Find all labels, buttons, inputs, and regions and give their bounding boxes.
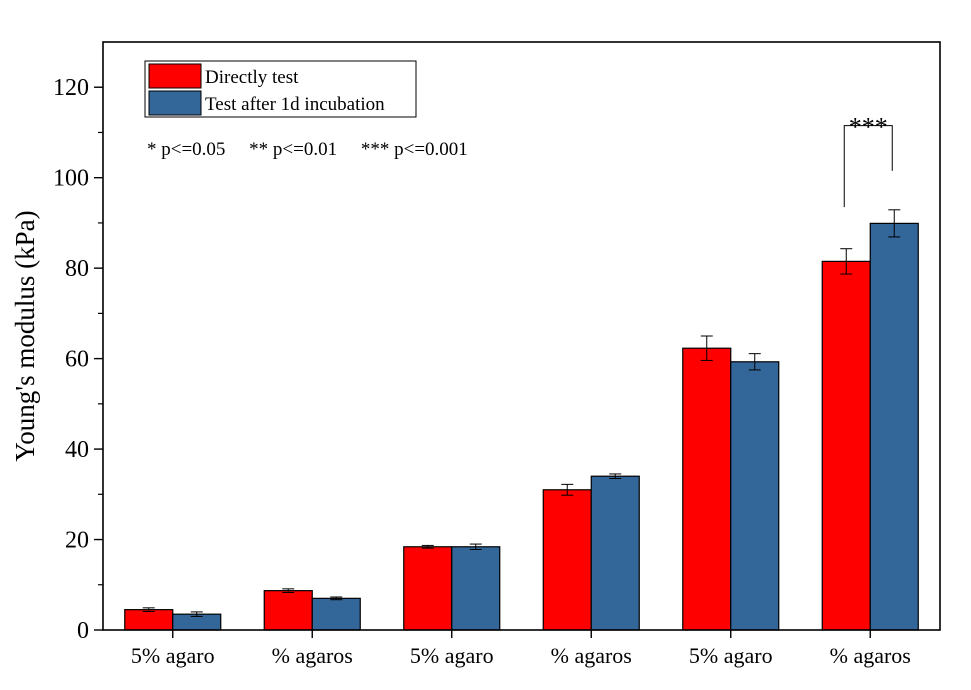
bar-incubation-3: [590, 475, 640, 631]
y-tick-label: 120: [53, 75, 89, 101]
bars-layer: [124, 222, 919, 631]
x-category-label-2: 5% agaro: [410, 643, 494, 668]
y-tick-label: 80: [65, 256, 89, 282]
significance-label: ***: [849, 113, 888, 142]
x-category-label-0: 5% agaro: [131, 643, 215, 668]
y-tick-label: 40: [65, 437, 89, 463]
legend-swatch-incubation: [148, 90, 202, 116]
x-category-label-3: % agaros: [551, 643, 632, 668]
significance-note: * p<=0.05 ** p<=0.01 *** p<=0.001: [147, 139, 468, 160]
bar-directly-test-4: [682, 347, 732, 631]
bar-directly-test-3: [542, 489, 592, 631]
bar-incubation-5: [869, 222, 919, 631]
y-tick-label: 20: [65, 528, 89, 554]
error-bars-layer: [142, 209, 901, 617]
bar-directly-test-1: [263, 590, 313, 631]
significance-bracket: [843, 125, 893, 208]
y-axis: 0 20 40 60 80 100 120: [53, 75, 103, 644]
bar-incubation-1: [311, 597, 361, 631]
y-axis-title: Young's modulus (kPa): [10, 210, 40, 461]
legend: Directly test Test after 1d incubation: [144, 60, 417, 118]
significance-brackets: ***: [843, 113, 893, 208]
bar-incubation-4: [730, 361, 780, 631]
legend-label-incubation: Test after 1d incubation: [205, 94, 385, 115]
y-tick-label: 0: [77, 618, 89, 644]
legend-swatch-directly-test: [148, 63, 202, 89]
x-category-label-4: 5% agaro: [689, 643, 773, 668]
legend-label-directly-test: Directly test: [205, 67, 299, 88]
y-tick-label: 100: [53, 166, 89, 192]
bar-incubation-2: [451, 546, 501, 631]
bar-directly-test-0: [124, 609, 174, 631]
x-category-label-1: % agaros: [272, 643, 353, 668]
y-tick-label: 60: [65, 347, 89, 373]
bar-directly-test-2: [403, 546, 453, 631]
x-axis: 5% agaro % agaros 5% agaro % agaros 5% agaro…: [131, 630, 911, 668]
plot-frame: [102, 41, 941, 631]
x-category-label-5: % agaros: [830, 643, 911, 668]
bar-directly-test-5: [821, 260, 871, 631]
